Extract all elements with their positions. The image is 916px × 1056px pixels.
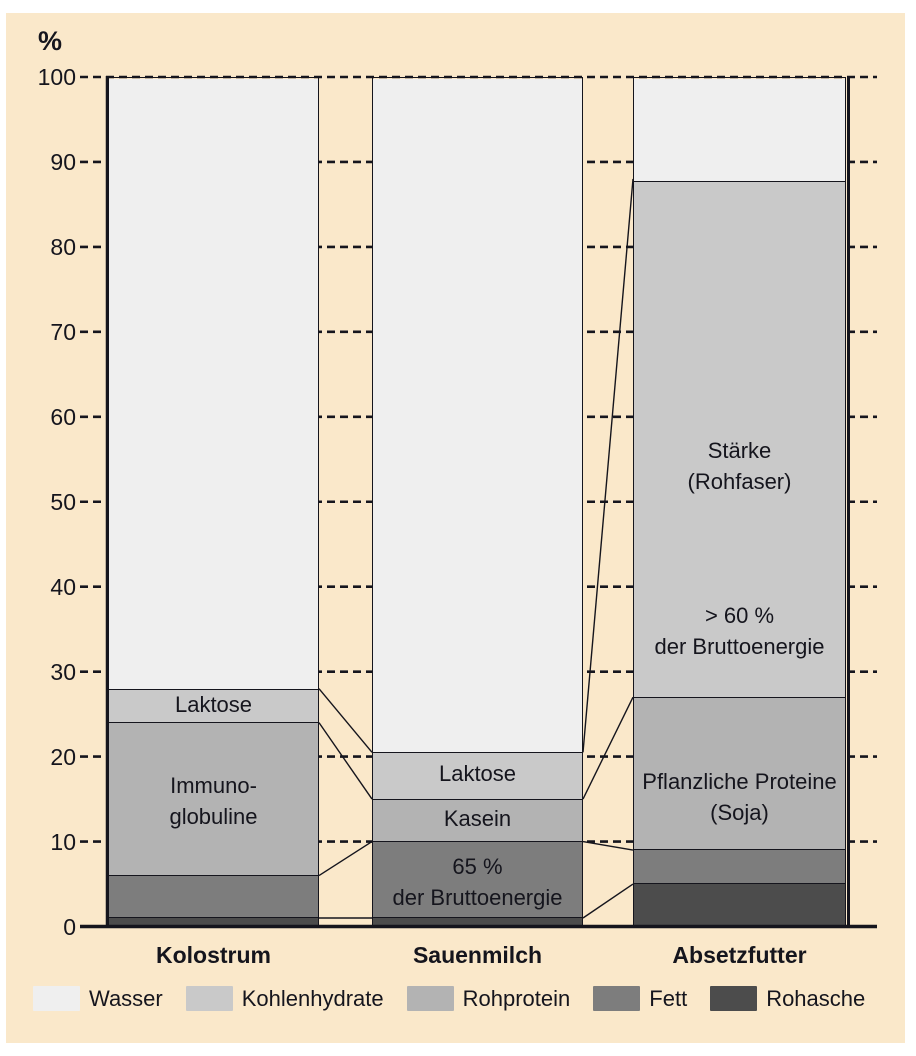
y-tick-label-80: 80: [50, 233, 76, 260]
segment-rohasche-sauenmilch: [373, 917, 582, 926]
segment-kohlenhydrate-sauenmilch: [373, 752, 582, 799]
legend-swatch-fett: [593, 986, 641, 1011]
legend-label-fett: Fett: [649, 986, 688, 1011]
legend-item-wasser: Wasser: [33, 986, 163, 1011]
legend-swatch-rohasche: [710, 986, 758, 1011]
legend-label-kohlenhydrate: Kohlenhydrate: [241, 986, 384, 1011]
y-tick-label-70: 70: [50, 318, 76, 345]
y-tick-label-20: 20: [50, 743, 76, 770]
segment-wasser-absetzfutter: [634, 79, 845, 181]
y-tick-label-0: 0: [63, 913, 76, 940]
segment-label: Laktose: [174, 691, 253, 717]
segment-fett-sauenmilch: [373, 840, 582, 918]
segment-kohlenhydrate-kolostrum: [109, 688, 318, 723]
bar-sauenmilch: Laktose Kasein 65 % der Bruttoenergie: [372, 77, 583, 927]
bar-absetzfutter: Stärke (Rohfaser) > 60 % der Bruttoenergie P…: [633, 77, 846, 927]
segment-fett-absetzfutter: [634, 849, 845, 884]
segment-rohasche-absetzfutter: [634, 883, 845, 926]
legend-swatch-rohprotein: [406, 986, 454, 1011]
segment-fett-kolostrum: [109, 874, 318, 918]
y-tick-label-60: 60: [50, 403, 76, 430]
legend-swatch-wasser: [33, 986, 80, 1011]
legend-label-wasser: Wasser: [89, 986, 163, 1011]
segment-label: Kasein: [443, 805, 512, 831]
y-axis-title: %: [38, 26, 63, 56]
legend-swatch-kohlenhydrate: [185, 986, 233, 1011]
segment-wasser-kolostrum: [109, 79, 318, 689]
segment-rohasche-kolostrum: [109, 917, 318, 926]
y-tick-label-40: 40: [50, 573, 76, 600]
segment-wasser-sauenmilch: [373, 79, 582, 753]
category-label-sauenmilch: Sauenmilch: [412, 942, 543, 968]
segment-rohprotein-sauenmilch: [373, 798, 582, 841]
legend-label-rohprotein: Rohprotein: [462, 986, 571, 1011]
segment-rohprotein-kolostrum: [109, 722, 318, 875]
y-tick-label-10: 10: [50, 828, 76, 855]
segment-label: 65 % der Bruttoenergie: [392, 853, 563, 910]
legend-item-fett: Fett: [593, 986, 687, 1011]
legend-item-rohasche: Rohasche: [710, 986, 865, 1011]
y-tick-label-30: 30: [50, 658, 76, 685]
y-tick-label-50: 50: [50, 488, 76, 515]
legend-item-kohlenhydrate: Kohlenhydrate: [185, 986, 384, 1011]
y-tick-label-90: 90: [50, 148, 76, 175]
segment-kohlenhydrate-absetzfutter: [634, 180, 845, 698]
segment-label: Pflanzliche Proteine (Soja): [642, 769, 837, 826]
legend: Wasser Kohlenhydrate Rohprotein Fett Rohasch…: [33, 986, 865, 1011]
legend-label-rohasche: Rohasche: [766, 986, 866, 1011]
category-label-absetzfutter: Absetzfutter: [672, 942, 807, 968]
category-label-kolostrum: Kolostrum: [156, 942, 271, 968]
bar-kolostrum: Laktose Immuno-globuline: [108, 77, 319, 927]
segment-label: Immuno-globuline: [169, 773, 258, 830]
y-tick-label-100: 100: [37, 64, 76, 90]
legend-item-rohprotein: Rohprotein: [406, 986, 571, 1011]
segment-label: > 60 % der Bruttoenergie: [654, 602, 825, 659]
segment-label: Laktose: [438, 760, 517, 786]
segment-rohprotein-absetzfutter: [634, 697, 845, 850]
segment-label: Stärke (Rohfaser): [687, 437, 792, 494]
